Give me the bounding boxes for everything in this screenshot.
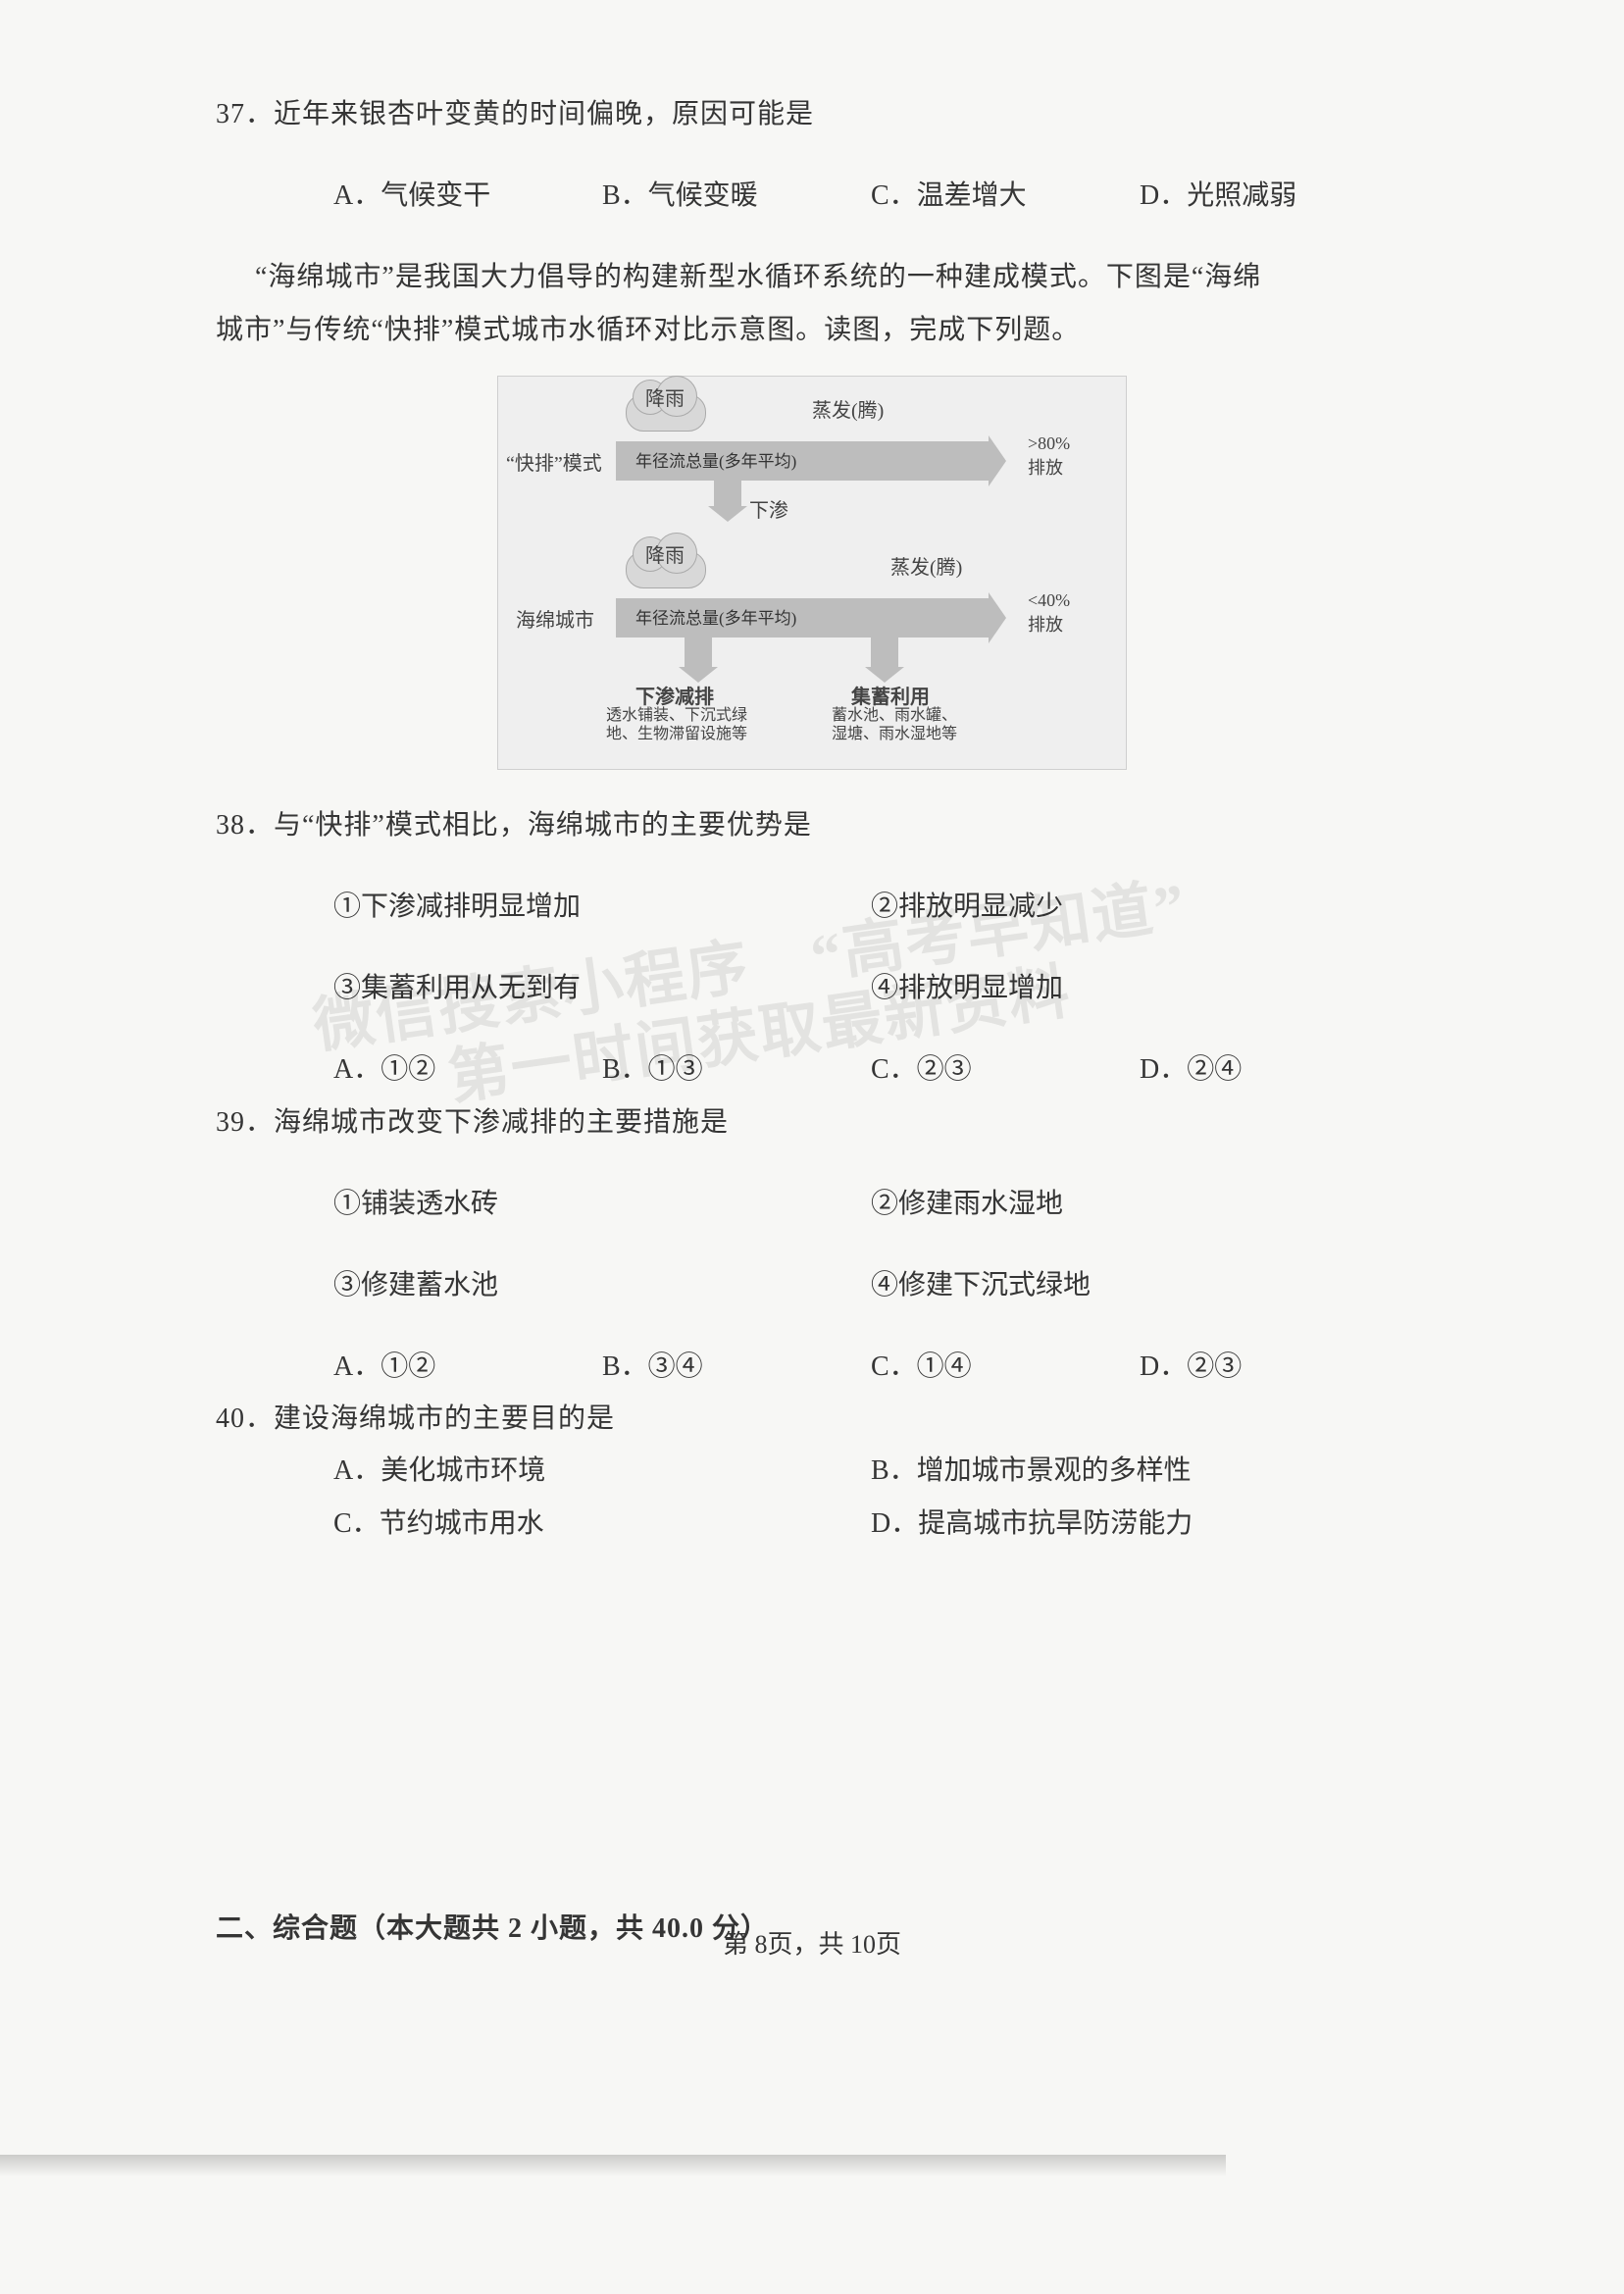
q38-s4: ④排放明显增加	[871, 962, 1408, 1014]
q39-s3: ③修建蓄水池	[333, 1259, 871, 1311]
label-evap-2: 蒸发(腾)	[890, 551, 962, 580]
q38-s1: ①下渗减排明显增加	[333, 881, 871, 933]
q38-statements-row2: ③集蓄利用从无到有 ④排放明显增加	[333, 962, 1408, 1014]
q39-opt-d: D．②③	[1140, 1341, 1408, 1393]
q38-s3: ③集蓄利用从无到有	[333, 962, 871, 1014]
label-sponge-bar: 年径流总量(多年平均)	[635, 604, 796, 629]
q37-options: A．气候变干 B．气候变暖 C．温差增大 D．光照减弱	[333, 170, 1408, 222]
arrow-xiashen-1	[714, 481, 741, 506]
label-xiashen2-body: 透水铺装、下沉式绿 地、生物滞留设施等	[606, 706, 747, 743]
label-jixu-title: 集蓄利用	[851, 681, 930, 709]
label-kuaipai: “快排”模式	[506, 447, 602, 476]
q38-opt-d: D．②④	[1140, 1044, 1408, 1096]
q37-opt-d: D．光照减弱	[1140, 170, 1408, 222]
q39-stem: 39．海绵城市改变下渗减排的主要措施是	[216, 1096, 1408, 1148]
q39-s1: ①铺装透水砖	[333, 1178, 871, 1230]
q40-opt-a: A．美化城市环境	[333, 1445, 871, 1497]
q40-opt-b: B．增加城市景观的多样性	[871, 1445, 1408, 1497]
exam-page: 37．近年来银杏叶变黄的时间偏晚，原因可能是 A．气候变干 B．气候变暖 C．温…	[0, 0, 1624, 2294]
q37-opt-b: B．气候变暖	[602, 170, 871, 222]
label-kuaipai-right: >80% 排放	[1028, 433, 1070, 480]
q39-s4: ④修建下沉式绿地	[871, 1259, 1408, 1311]
passage-line-2: 城市”与传统“快排”模式城市水循环对比示意图。读图，完成下列题。	[216, 304, 1408, 356]
q38-opt-a: A．①②	[333, 1044, 602, 1096]
q39-statements-row2: ③修建蓄水池 ④修建下沉式绿地	[333, 1259, 1408, 1311]
q39-s2: ②修建雨水湿地	[871, 1178, 1408, 1230]
label-sponge: 海绵城市	[516, 604, 594, 633]
label-kuaipai-bar: 年径流总量(多年平均)	[635, 447, 796, 472]
label-jixu-body: 蓄水池、雨水罐、 湿塘、雨水湿地等	[832, 706, 957, 743]
passage-line-1: “海绵城市”是我国大力倡导的构建新型水循环系统的一种建成模式。下图是“海绵	[255, 251, 1408, 303]
q37-opt-a: A．气候变干	[333, 170, 602, 222]
q40-row1: A．美化城市环境 B．增加城市景观的多样性	[333, 1445, 1408, 1497]
label-xiashen-1: 下渗	[749, 494, 788, 523]
page-footer: 第 8页，共 10页	[0, 1924, 1624, 1961]
scan-shadow	[0, 2155, 1226, 2176]
q38-s2: ②排放明显减少	[871, 881, 1408, 933]
q38-stem: 38．与“快排”模式相比，海绵城市的主要优势是	[216, 799, 1408, 851]
label-rain-2: 降雨	[645, 539, 685, 568]
arrow-xiashen-2	[685, 637, 712, 667]
label-evap-1: 蒸发(腾)	[812, 394, 884, 423]
q37-opt-c: C．温差增大	[871, 170, 1140, 222]
label-xiashen2-title: 下渗减排	[635, 681, 714, 709]
q38-opt-c: C．②③	[871, 1044, 1140, 1096]
water-cycle-diagram: 降雨 蒸发(腾) “快排”模式 年径流总量(多年平均) >80% 排放 下渗 降…	[497, 376, 1127, 770]
label-rain-1: 降雨	[645, 382, 685, 411]
arrow-jixu	[871, 637, 898, 667]
q39-opt-b: B．③④	[602, 1341, 871, 1393]
q40-row2: C．节约城市用水 D．提高城市抗旱防涝能力	[333, 1498, 1408, 1550]
q38-opt-b: B．①③	[602, 1044, 871, 1096]
q39-options: A．①② B．③④ C．①④ D．②③	[333, 1341, 1408, 1393]
q39-opt-a: A．①②	[333, 1341, 602, 1393]
q40-opt-d: D．提高城市抗旱防涝能力	[871, 1498, 1408, 1550]
label-sponge-right: <40% 排放	[1028, 590, 1070, 637]
q39-opt-c: C．①④	[871, 1341, 1140, 1393]
q37-stem: 37．近年来银杏叶变黄的时间偏晚，原因可能是	[216, 88, 1408, 140]
q40-opt-c: C．节约城市用水	[333, 1498, 871, 1550]
q38-statements-row1: ①下渗减排明显增加 ②排放明显减少	[333, 881, 1408, 933]
q38-options: A．①② B．①③ C．②③ D．②④	[333, 1044, 1408, 1096]
q39-statements-row1: ①铺装透水砖 ②修建雨水湿地	[333, 1178, 1408, 1230]
q40-stem: 40．建设海绵城市的主要目的是	[216, 1393, 1408, 1445]
